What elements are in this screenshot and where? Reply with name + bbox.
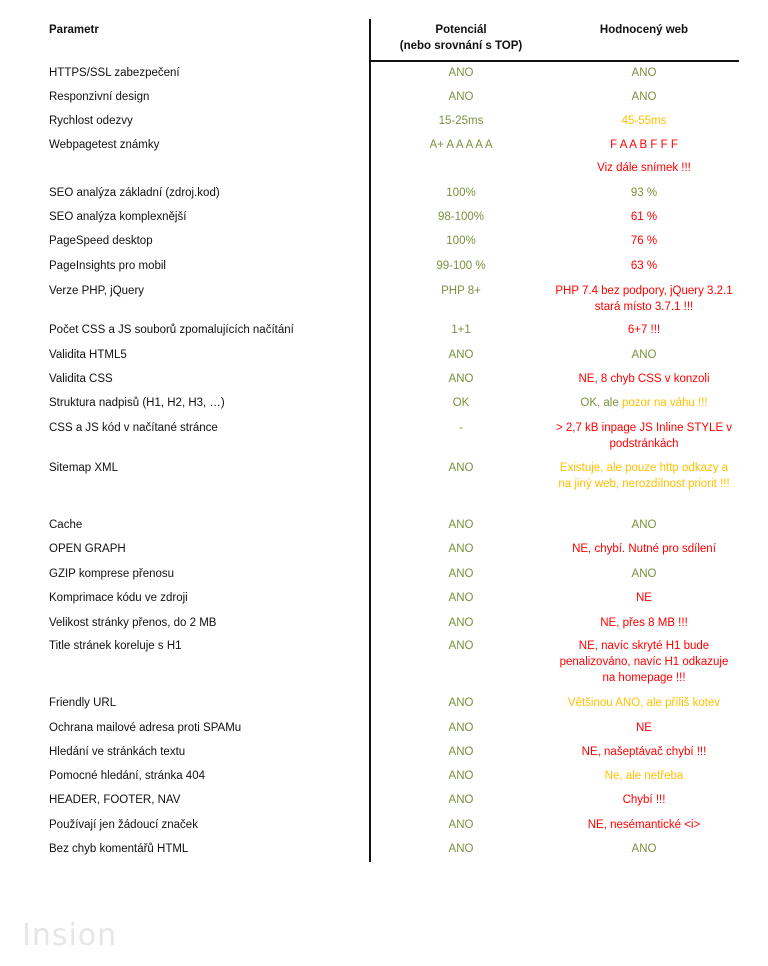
row-param-label: Bez chyb komentářů HTML bbox=[49, 843, 189, 855]
row-potential-value: ANO bbox=[448, 697, 474, 709]
row-web-value: > 2,7 kB inpage JS Inline STYLE v podstr… bbox=[555, 422, 733, 450]
row-web-value: ANO bbox=[631, 843, 657, 855]
row-web-value: 45-55ms bbox=[621, 115, 667, 127]
row-param-label: HTTPS/SSL zabezpečení bbox=[49, 67, 180, 79]
row-web-value: 6+7 !!! bbox=[627, 324, 661, 336]
insion-logo: Insion bbox=[22, 918, 118, 953]
row-web-value: 76 % bbox=[630, 235, 658, 247]
row-potential-value: 98-100% bbox=[437, 211, 485, 223]
row-potential-value: ANO bbox=[448, 91, 474, 103]
header-hodnoceny-web: Hodnocený web bbox=[599, 24, 689, 36]
row-web-value: NE, našeptávač chybí !!! bbox=[581, 746, 707, 758]
row-web-value: NE, 8 chyb CSS v konzoli bbox=[578, 373, 710, 385]
row-web-value: NE, přes 8 MB !!! bbox=[600, 617, 688, 629]
row-param-label: Hledání ve stránkách textu bbox=[49, 746, 186, 758]
row-potential-value: ANO bbox=[448, 592, 474, 604]
row-web-value: 61 % bbox=[630, 211, 658, 223]
row-param-label: Friendly URL bbox=[49, 697, 117, 709]
row-param-label: Struktura nadpisů (H1, H2, H3, …) bbox=[49, 397, 225, 409]
row-web-value: PHP 7.4 bez podpory, jQuery 3.2.1 stará … bbox=[555, 285, 733, 313]
row-web-value: Viz dále snímek !!! bbox=[597, 162, 691, 174]
row-param-label: GZIP komprese přenosu bbox=[49, 568, 175, 580]
row-param-label: Responzivní design bbox=[49, 91, 150, 103]
row-potential-value: A+ A A A A A bbox=[429, 139, 493, 151]
header-divider-horizontal bbox=[369, 60, 739, 62]
row-param-label: Pomocné hledání, stránka 404 bbox=[49, 770, 205, 782]
row-web-value: ANO bbox=[631, 91, 657, 103]
row-potential-value: 100% bbox=[446, 187, 476, 199]
header-potencial-line1: Potenciál bbox=[435, 24, 487, 36]
row-potential-value: ANO bbox=[448, 519, 474, 531]
row-potential-value: ANO bbox=[448, 617, 474, 629]
row-web-value: NE bbox=[636, 592, 652, 604]
row-param-label: SEO analýza komplexnější bbox=[49, 211, 187, 223]
row-param-label: PageInsights pro mobil bbox=[49, 260, 166, 272]
row-web-value: ANO bbox=[631, 67, 657, 79]
row-web-value: NE bbox=[636, 722, 652, 734]
row-potential-value: ANO bbox=[448, 373, 474, 385]
row-param-label: Ochrana mailové adresa proti SPAMu bbox=[49, 722, 242, 734]
column-divider-vertical bbox=[369, 19, 371, 862]
row-potential-value: 100% bbox=[446, 235, 476, 247]
row-web-value: F A A B F F F bbox=[610, 139, 678, 151]
row-web-value-rest: pozor na váhu !!! bbox=[621, 397, 708, 409]
row-web-value: NE, chybí. Nutné pro sdílení bbox=[572, 543, 716, 555]
row-potential-value: ANO bbox=[448, 67, 474, 79]
row-potential-value: ANO bbox=[448, 819, 474, 831]
row-param-label: Velikost stránky přenos, do 2 MB bbox=[49, 617, 217, 629]
row-param-label: Sitemap XML bbox=[49, 462, 119, 474]
row-potential-value: ANO bbox=[448, 722, 474, 734]
row-web-value: OK, ale pozor na váhu !!! bbox=[552, 395, 736, 411]
row-potential-value: OK bbox=[452, 397, 470, 409]
row-web-value: ANO bbox=[631, 349, 657, 361]
row-web-value-prefix: OK, ale bbox=[580, 397, 622, 409]
row-param-label: Validita HTML5 bbox=[49, 349, 127, 361]
row-web-value: Ne, ale netřeba bbox=[604, 770, 684, 782]
row-param-label: Komprimace kódu ve zdroji bbox=[49, 592, 188, 604]
row-web-value: Chybí !!! bbox=[622, 794, 666, 806]
row-potential-value: ANO bbox=[448, 794, 474, 806]
row-potential-value: ANO bbox=[448, 543, 474, 555]
row-web-value: 93 % bbox=[630, 187, 658, 199]
header-potencial-line2: (nebo srovnání s TOP) bbox=[399, 40, 523, 52]
row-web-value: ANO bbox=[631, 519, 657, 531]
header-parametr: Parametr bbox=[49, 24, 99, 36]
row-param-label: Validita CSS bbox=[49, 373, 113, 385]
row-param-label: Používají jen žádoucí značek bbox=[49, 819, 198, 831]
row-potential-value: PHP 8+ bbox=[441, 285, 481, 297]
row-param-label: Počet CSS a JS souborů zpomalujících nač… bbox=[49, 324, 294, 336]
row-potential-value: ANO bbox=[448, 640, 474, 652]
row-param-label: PageSpeed desktop bbox=[49, 235, 153, 247]
row-potential-value: ANO bbox=[448, 568, 474, 580]
row-param-label: SEO analýza základní (zdroj.kod) bbox=[49, 187, 220, 199]
row-param-label: Rychlost odezvy bbox=[49, 115, 133, 127]
row-potential-value: ANO bbox=[448, 843, 474, 855]
row-potential-value: - bbox=[459, 422, 463, 434]
row-param-label: CSS a JS kód v načítané stránce bbox=[49, 422, 218, 434]
row-param-label: HEADER, FOOTER, NAV bbox=[49, 794, 181, 806]
header-potencial: Potenciál (nebo srovnání s TOP) bbox=[372, 22, 550, 54]
row-param-label: Cache bbox=[49, 519, 83, 531]
row-potential-value: 99-100 % bbox=[436, 260, 486, 272]
row-web-value: Existuje, ale pouze http odkazy a na jin… bbox=[558, 462, 730, 490]
row-param-label: OPEN GRAPH bbox=[49, 543, 126, 555]
row-potential-value: ANO bbox=[448, 349, 474, 361]
row-potential-value: 1+1 bbox=[451, 324, 471, 336]
row-web-value: 63 % bbox=[630, 260, 658, 272]
row-potential-value: ANO bbox=[448, 770, 474, 782]
row-web-value: ANO bbox=[631, 568, 657, 580]
row-potential-value: 15-25ms bbox=[438, 115, 484, 127]
row-web-value: NE, navíc skryté H1 bude penalizováno, n… bbox=[559, 640, 729, 684]
row-param-label: Title stránek koreluje s H1 bbox=[49, 640, 182, 652]
row-potential-value: ANO bbox=[448, 462, 474, 474]
row-web-value: NE, nesémantické <i> bbox=[587, 819, 701, 831]
row-web-value: Většinou ANO, ale příliš kotev bbox=[567, 697, 721, 709]
row-potential-value: ANO bbox=[448, 746, 474, 758]
row-param-label: Verze PHP, jQuery bbox=[49, 285, 145, 297]
row-param-label: Webpagetest známky bbox=[49, 139, 160, 151]
